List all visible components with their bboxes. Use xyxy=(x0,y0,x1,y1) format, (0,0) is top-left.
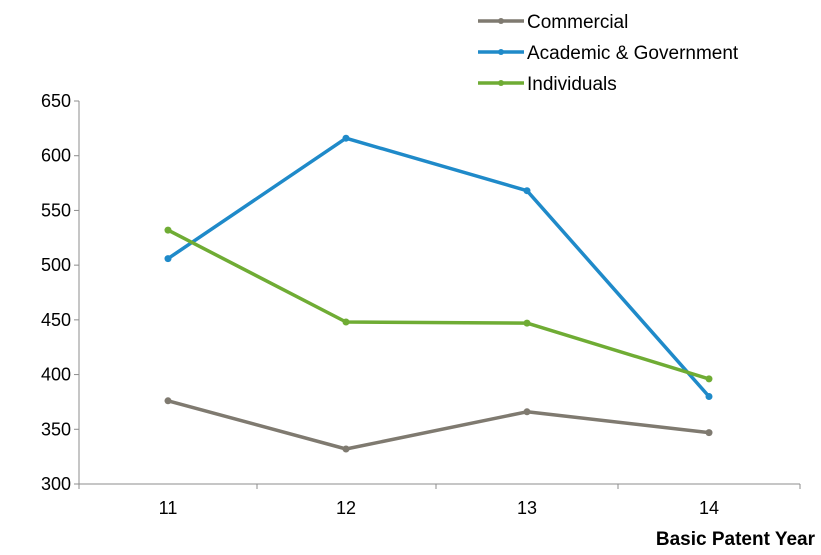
data-point xyxy=(342,445,350,453)
data-point xyxy=(164,255,172,263)
data-point xyxy=(523,319,531,327)
y-tick-label: 650 xyxy=(41,91,71,111)
y-tick-label: 600 xyxy=(41,146,71,166)
legend-swatch-marker xyxy=(498,49,504,55)
y-tick-label: 550 xyxy=(41,200,71,220)
x-tick-label: 14 xyxy=(699,498,719,518)
series-lines xyxy=(164,134,713,453)
series-0 xyxy=(164,397,713,453)
x-tick-label: 11 xyxy=(159,498,178,518)
y-tick-label: 400 xyxy=(41,365,71,385)
y-tick-label: 500 xyxy=(41,255,71,275)
series-line xyxy=(166,136,711,399)
data-point xyxy=(705,393,713,400)
series-line xyxy=(166,228,711,381)
legend-label: Individuals xyxy=(527,74,617,95)
data-point xyxy=(342,134,350,142)
data-point xyxy=(705,429,713,437)
legend-label: Academic & Government xyxy=(527,43,739,64)
x-tick-label: 13 xyxy=(517,498,537,518)
x-tick-label: 12 xyxy=(336,498,356,518)
axes xyxy=(78,101,800,485)
legend-item: Individuals xyxy=(478,74,617,95)
legend-item: Commercial xyxy=(478,12,628,33)
series-1 xyxy=(164,134,713,400)
legend: Commercial Academic & Government Individua… xyxy=(478,12,739,95)
legend-item: Academic & Government xyxy=(478,43,739,64)
y-tick-label: 300 xyxy=(41,474,71,494)
legend-label: Commercial xyxy=(527,12,628,33)
x-axis-ticks: 11 12 13 14 xyxy=(78,484,801,518)
series-2 xyxy=(164,226,713,383)
data-point xyxy=(523,187,531,195)
data-point xyxy=(705,375,713,383)
legend-swatch-marker xyxy=(498,18,504,24)
x-axis-title: Basic Patent Year xyxy=(656,529,816,550)
legend-swatch-marker xyxy=(498,80,504,86)
series-line xyxy=(166,399,711,451)
data-point xyxy=(164,226,172,234)
data-point xyxy=(523,408,531,416)
y-tick-label: 350 xyxy=(41,419,71,439)
y-tick-label: 450 xyxy=(41,310,71,330)
data-point xyxy=(342,318,350,326)
y-axis-ticks: 300 350 400 450 500 550 600 650 xyxy=(41,91,79,494)
data-point xyxy=(164,397,172,405)
